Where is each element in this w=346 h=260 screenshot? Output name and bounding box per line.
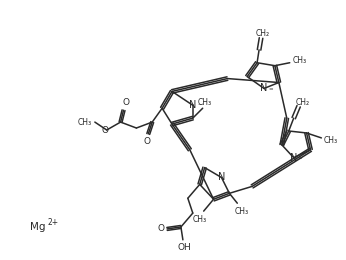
Text: O: O [122,98,129,107]
Text: CH₂: CH₂ [256,29,270,37]
Text: N: N [189,100,197,110]
Text: CH₃: CH₃ [193,214,207,224]
Text: O: O [144,137,151,146]
Text: OH: OH [178,243,192,252]
Text: N: N [218,172,225,183]
Text: ⁻: ⁻ [198,103,201,109]
Text: CH₃: CH₃ [234,207,248,216]
Text: N: N [290,153,297,163]
Text: 2+: 2+ [47,218,58,228]
Text: Mg: Mg [29,222,45,232]
Text: =: = [268,87,273,92]
Text: CH₃: CH₃ [323,136,337,145]
Text: O: O [101,126,108,135]
Text: CH₃: CH₃ [198,98,212,107]
Text: CH₂: CH₂ [295,98,310,107]
Text: N: N [260,83,268,93]
Text: =: = [298,156,302,161]
Text: CH₃: CH₃ [293,56,307,65]
Text: CH₃: CH₃ [78,118,92,127]
Text: O: O [158,224,165,233]
